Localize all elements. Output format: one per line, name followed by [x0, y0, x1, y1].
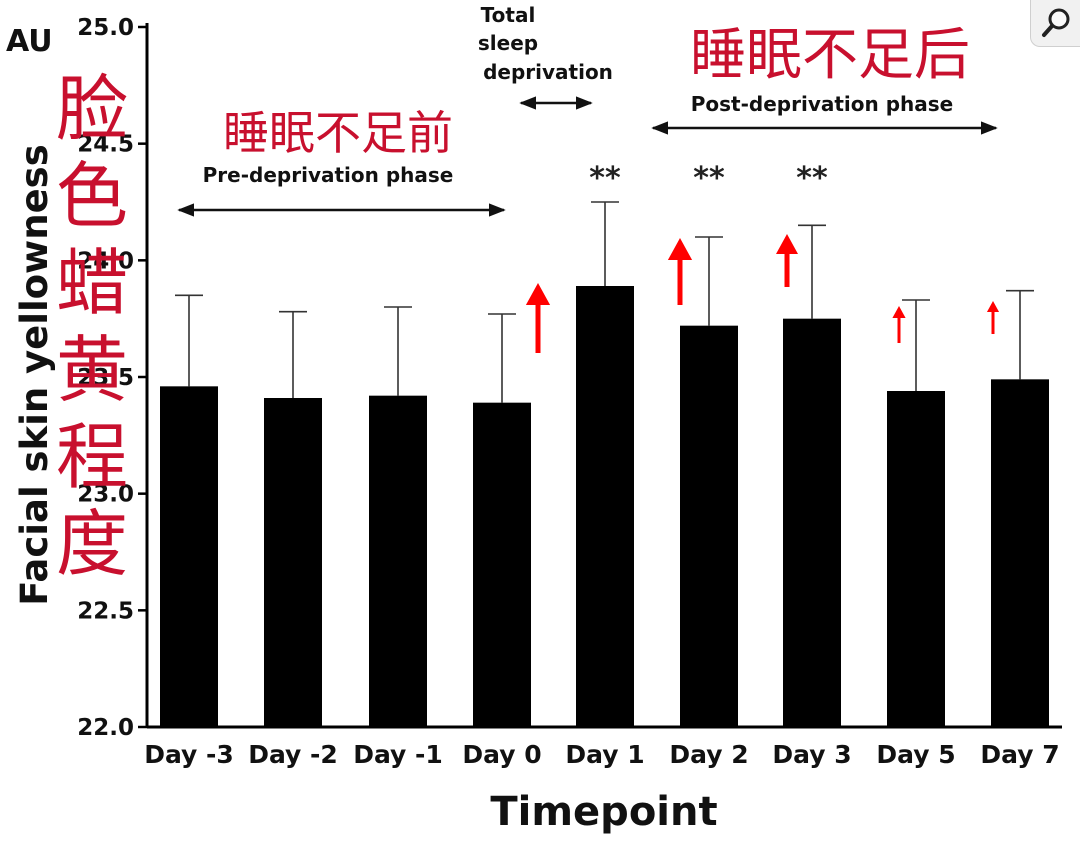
unit-label: AU: [6, 24, 53, 59]
y-tick-label: 25.0: [77, 15, 134, 41]
increase-arrow-head: [525, 283, 551, 305]
bar: [576, 286, 634, 727]
x-tick-label: Day 1: [565, 740, 644, 769]
bar: [369, 395, 427, 727]
bar: [264, 398, 322, 727]
deprivation-label-line3: deprivation: [483, 60, 613, 84]
y-axis-title-cn-char: 脸: [56, 67, 128, 151]
pre-phase-label: Pre-deprivation phase: [203, 163, 454, 187]
x-tick-label: Day -1: [353, 740, 443, 769]
increase-arrow-head: [892, 306, 906, 318]
magnifier-icon: [1042, 8, 1070, 37]
x-tick-label: Day 7: [980, 740, 1059, 769]
x-axis-title: Timepoint: [490, 789, 717, 835]
x-tick-label: Day -3: [144, 740, 234, 769]
y-axis-title-cn-char: 程: [56, 415, 128, 499]
significance-marker: **: [693, 161, 725, 196]
x-tick-label: Day -2: [248, 740, 338, 769]
deprivation-label-line1: Total: [481, 3, 536, 27]
zoom-button[interactable]: [1030, 0, 1080, 47]
increase-arrow-head: [667, 238, 693, 260]
x-tick-label: Day 5: [876, 740, 955, 769]
x-tick-label: Day 0: [462, 740, 541, 769]
y-axis-title: Facial skin yellowness: [13, 144, 56, 605]
increase-arrow-head: [776, 234, 798, 254]
y-axis-title-cn-char: 度: [56, 502, 128, 586]
increase-arrow-head: [986, 301, 1000, 312]
bar: [887, 391, 945, 727]
bar: [783, 318, 841, 727]
significance-marker: **: [796, 161, 828, 196]
bar: [160, 386, 218, 727]
y-tick-label: 24.0: [77, 248, 134, 274]
y-tick-label: 23.5: [77, 365, 134, 391]
y-axis-title-cn-char: 黄: [56, 328, 128, 412]
before-deprivation-cn-label: 睡眠不足前: [223, 106, 453, 160]
x-tick-label: Day 3: [772, 740, 851, 769]
bar: [473, 402, 531, 727]
x-tick-label: Day 2: [669, 740, 748, 769]
deprivation-label-line2: sleep: [478, 31, 538, 55]
y-axis-title-cn-char: 色: [56, 154, 128, 238]
y-tick-label: 23.0: [77, 482, 134, 508]
y-axis-title-cn-char: 蜡: [56, 241, 128, 325]
bar: [991, 379, 1049, 727]
bar: [680, 325, 738, 727]
y-tick-label: 22.0: [77, 715, 134, 741]
post-phase-label: Post-deprivation phase: [691, 92, 954, 116]
after-deprivation-cn-label: 睡眠不足后: [690, 23, 970, 88]
significance-marker: **: [589, 161, 621, 196]
y-tick-label: 24.5: [77, 132, 134, 158]
y-tick-label: 22.5: [77, 598, 134, 624]
